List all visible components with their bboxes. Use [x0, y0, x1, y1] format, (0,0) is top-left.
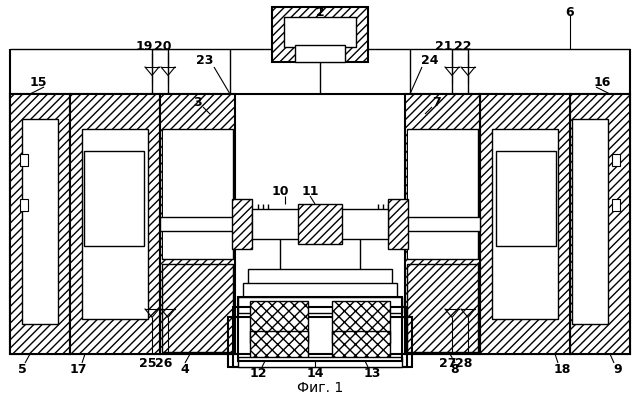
- Text: Фиг. 1: Фиг. 1: [297, 380, 343, 394]
- Text: 11: 11: [301, 185, 319, 198]
- Bar: [232, 200, 252, 249]
- Bar: [298, 205, 342, 244]
- Bar: [70, 95, 160, 354]
- Bar: [252, 209, 388, 239]
- Text: 26: 26: [156, 356, 173, 370]
- Bar: [162, 264, 233, 352]
- Bar: [570, 95, 630, 354]
- Text: 25: 25: [140, 356, 157, 370]
- Text: 16: 16: [593, 76, 611, 89]
- Bar: [612, 155, 620, 166]
- Bar: [243, 283, 397, 299]
- Text: 21: 21: [435, 41, 452, 53]
- Bar: [272, 8, 368, 63]
- Text: 9: 9: [614, 363, 622, 376]
- Bar: [407, 130, 478, 259]
- Bar: [162, 130, 233, 259]
- Text: 19: 19: [135, 41, 153, 53]
- Bar: [20, 155, 28, 166]
- Text: 27: 27: [439, 356, 457, 370]
- Bar: [492, 130, 558, 319]
- Text: 4: 4: [180, 363, 189, 376]
- Text: 2: 2: [316, 6, 324, 18]
- Bar: [20, 200, 28, 211]
- Text: 15: 15: [29, 76, 47, 89]
- Text: 14: 14: [307, 367, 324, 380]
- Bar: [228, 317, 412, 367]
- Text: 5: 5: [18, 363, 26, 376]
- Bar: [295, 46, 345, 63]
- Bar: [612, 200, 620, 211]
- Text: 8: 8: [451, 363, 460, 376]
- Text: 12: 12: [249, 367, 267, 380]
- Text: 18: 18: [554, 363, 571, 376]
- Text: 10: 10: [271, 185, 289, 198]
- Bar: [494, 132, 556, 317]
- Bar: [407, 264, 478, 352]
- Bar: [10, 95, 630, 354]
- Bar: [408, 132, 477, 258]
- Bar: [250, 331, 308, 359]
- Text: 13: 13: [364, 367, 381, 380]
- Bar: [82, 130, 148, 319]
- Text: 22: 22: [454, 41, 472, 53]
- Bar: [388, 200, 408, 249]
- Bar: [24, 122, 56, 321]
- Bar: [10, 95, 70, 354]
- Bar: [286, 20, 354, 45]
- Bar: [22, 120, 58, 324]
- Text: 7: 7: [433, 95, 442, 108]
- Bar: [405, 95, 480, 354]
- Bar: [160, 95, 235, 354]
- Text: 28: 28: [455, 356, 473, 370]
- Bar: [238, 357, 402, 367]
- Text: 6: 6: [566, 6, 574, 18]
- Bar: [332, 301, 390, 343]
- Bar: [284, 18, 356, 48]
- Bar: [250, 301, 308, 343]
- Bar: [163, 132, 232, 258]
- Text: 23: 23: [196, 53, 214, 66]
- Text: 17: 17: [69, 363, 87, 376]
- Bar: [84, 132, 146, 317]
- Bar: [248, 269, 392, 285]
- Bar: [233, 307, 407, 367]
- Bar: [160, 217, 480, 231]
- Bar: [84, 152, 144, 246]
- Bar: [238, 297, 402, 361]
- Bar: [572, 120, 608, 324]
- Text: 24: 24: [421, 53, 439, 66]
- Bar: [332, 331, 390, 359]
- Text: 20: 20: [154, 41, 172, 53]
- Bar: [496, 152, 556, 246]
- Bar: [574, 122, 606, 321]
- Text: 3: 3: [194, 95, 202, 108]
- Bar: [480, 95, 570, 354]
- Bar: [238, 297, 402, 313]
